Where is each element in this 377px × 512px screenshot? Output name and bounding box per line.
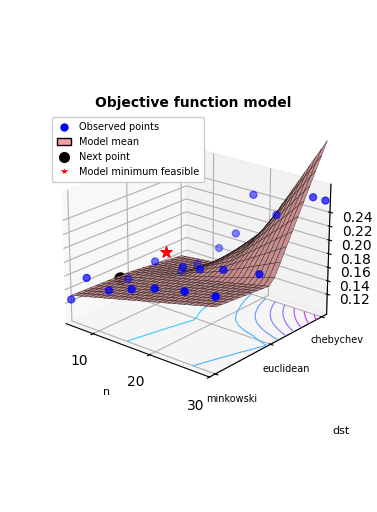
X-axis label: n: n (103, 388, 110, 397)
Y-axis label: dst: dst (333, 426, 350, 436)
Title: Objective function model: Objective function model (95, 96, 291, 110)
Legend: Observed points, Model mean, Next point, Model minimum feasible: Observed points, Model mean, Next point,… (52, 117, 204, 182)
